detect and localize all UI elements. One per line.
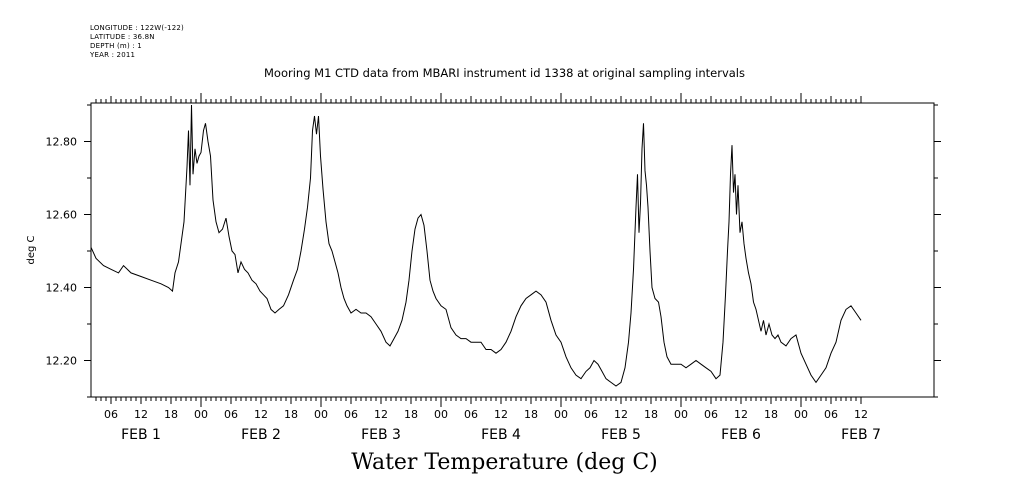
- x-tick-label: 12: [254, 408, 268, 421]
- x-tick-label: 00: [554, 408, 568, 421]
- x-tick-label: 12: [854, 408, 868, 421]
- y-axis-left: 12.20 12.40 12.60 12.80: [46, 104, 91, 398]
- x-axis-bottom: 06 12 18 00 06 12 18 00 06 12 18 00 06 12 18 00 06 12 18 00…: [95, 397, 868, 421]
- year-label: YEAR : 2011: [90, 51, 136, 59]
- day-label: FEB 1: [121, 427, 161, 443]
- x-tick-label: 18: [284, 408, 298, 421]
- plot-frame: [90, 102, 935, 398]
- x-tick-label: 06: [224, 408, 238, 421]
- chart-title: Mooring M1 CTD data from MBARI instrumen…: [264, 66, 745, 80]
- y-axis-right: [934, 104, 941, 398]
- x-tick-label: 12: [494, 408, 508, 421]
- x-tick-label: 12: [134, 408, 148, 421]
- y-tick-label: 12.60: [46, 209, 78, 222]
- water-temperature-title: Water Temperature (deg C): [351, 450, 658, 475]
- day-label: FEB 2: [241, 427, 281, 443]
- day-label: FEB 4: [481, 427, 521, 443]
- x-tick-label: 06: [464, 408, 478, 421]
- x-tick-label: 00: [194, 408, 208, 421]
- longitude-label: LONGITUDE : 122W(-122): [90, 24, 184, 32]
- depth-label: DEPTH (m) : 1: [90, 42, 142, 50]
- latitude-label: LATITUDE : 36.8N: [90, 33, 155, 41]
- day-labels: FEB 1 FEB 2 FEB 3 FEB 4 FEB 5 FEB 6 FEB 7: [121, 427, 881, 443]
- x-tick-label: 06: [824, 408, 838, 421]
- x-tick-label: 12: [374, 408, 388, 421]
- x-tick-label: 00: [434, 408, 448, 421]
- x-tick-label: 12: [614, 408, 628, 421]
- day-label: FEB 3: [361, 427, 401, 443]
- day-label: FEB 6: [721, 427, 761, 443]
- temperature-series-line: [90, 104, 862, 387]
- x-tick-label: 18: [764, 408, 778, 421]
- x-tick-label: 18: [404, 408, 418, 421]
- x-tick-label: 06: [344, 408, 358, 421]
- y-tick-label: 12.20: [46, 355, 78, 368]
- x-tick-label: 12: [734, 408, 748, 421]
- y-tick-label: 12.40: [46, 282, 78, 295]
- day-label: FEB 5: [601, 427, 641, 443]
- x-axis-top: [95, 93, 862, 103]
- x-tick-label: 18: [644, 408, 658, 421]
- x-tick-label: 00: [314, 408, 328, 421]
- x-tick-label: 06: [704, 408, 718, 421]
- y-tick-label: 12.80: [46, 136, 78, 149]
- x-tick-label: 00: [794, 408, 808, 421]
- x-tick-label: 18: [164, 408, 178, 421]
- x-tick-label: 06: [104, 408, 118, 421]
- day-label: FEB 7: [841, 427, 881, 443]
- y-axis-title: deg C: [26, 235, 37, 264]
- x-tick-label: 18: [524, 408, 538, 421]
- x-tick-label: 00: [674, 408, 688, 421]
- x-tick-label: 06: [584, 408, 598, 421]
